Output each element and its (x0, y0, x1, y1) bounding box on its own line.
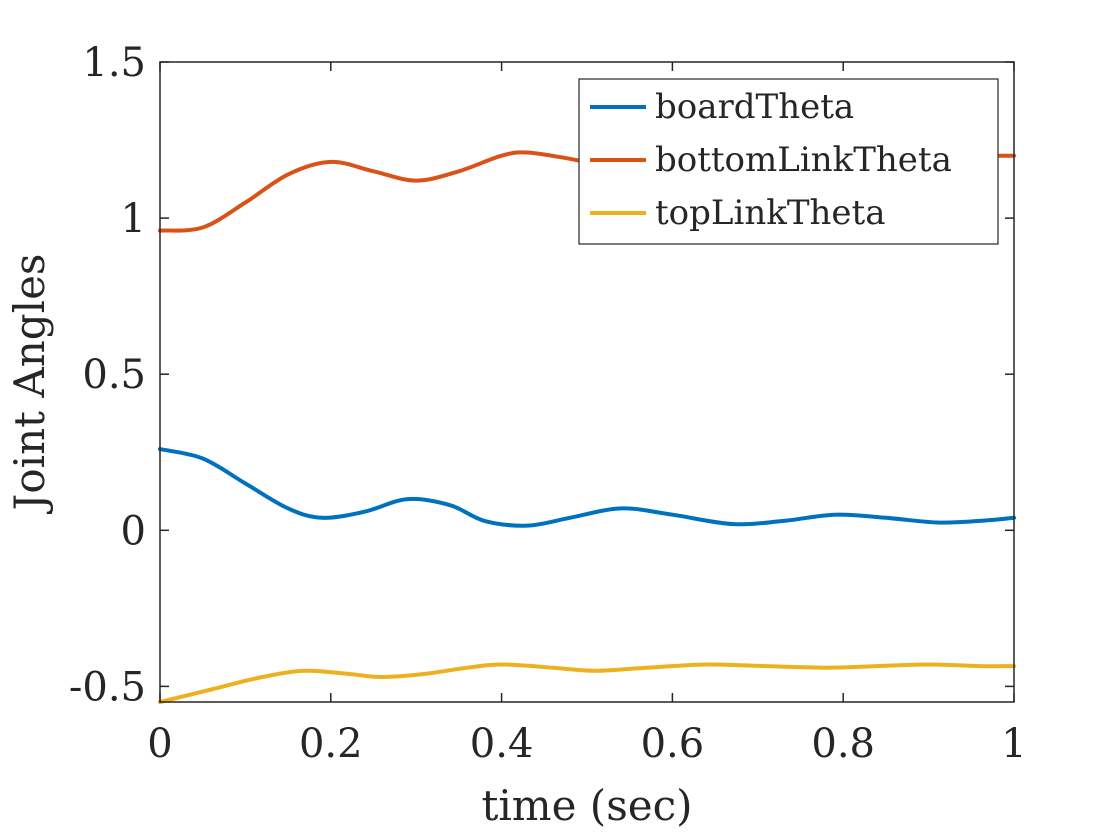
y-tick-labels: -0.5 0 0.5 1 1.5 (69, 40, 146, 710)
x-tick-label: 0.4 (470, 721, 534, 767)
x-tick-label: 0.8 (811, 721, 875, 767)
x-tick-label: 0.2 (299, 721, 363, 767)
y-tick-label: -0.5 (69, 664, 146, 710)
axes-box (159, 61, 1015, 703)
series-line-topLinkTheta (158, 662, 1016, 704)
axis-ticks (159, 61, 1015, 702)
legend: boardTheta bottomLinkTheta topLinkTheta (578, 78, 999, 245)
legend-box (578, 78, 999, 245)
y-tick-label: 1.5 (82, 40, 146, 86)
x-tick-labels: 0 0.2 0.4 0.6 0.8 1 (147, 721, 1026, 767)
legend-label-topLinkTheta: topLinkTheta (655, 193, 885, 233)
y-tick-label: 0.5 (82, 352, 146, 398)
x-axis-label: time (sec) (481, 781, 692, 830)
x-tick-label: 1 (1001, 721, 1026, 767)
y-tick-label: 0 (121, 508, 146, 554)
y-axis-label: Joint Angles (5, 254, 54, 515)
legend-label-boardTheta: boardTheta (655, 87, 854, 127)
x-tick-label: 0 (147, 721, 172, 767)
legend-label-bottomLinkTheta: bottomLinkTheta (655, 140, 952, 180)
x-tick-label: 0.6 (641, 721, 705, 767)
series-line-boardTheta (158, 447, 1016, 528)
y-tick-label: 1 (121, 196, 146, 242)
